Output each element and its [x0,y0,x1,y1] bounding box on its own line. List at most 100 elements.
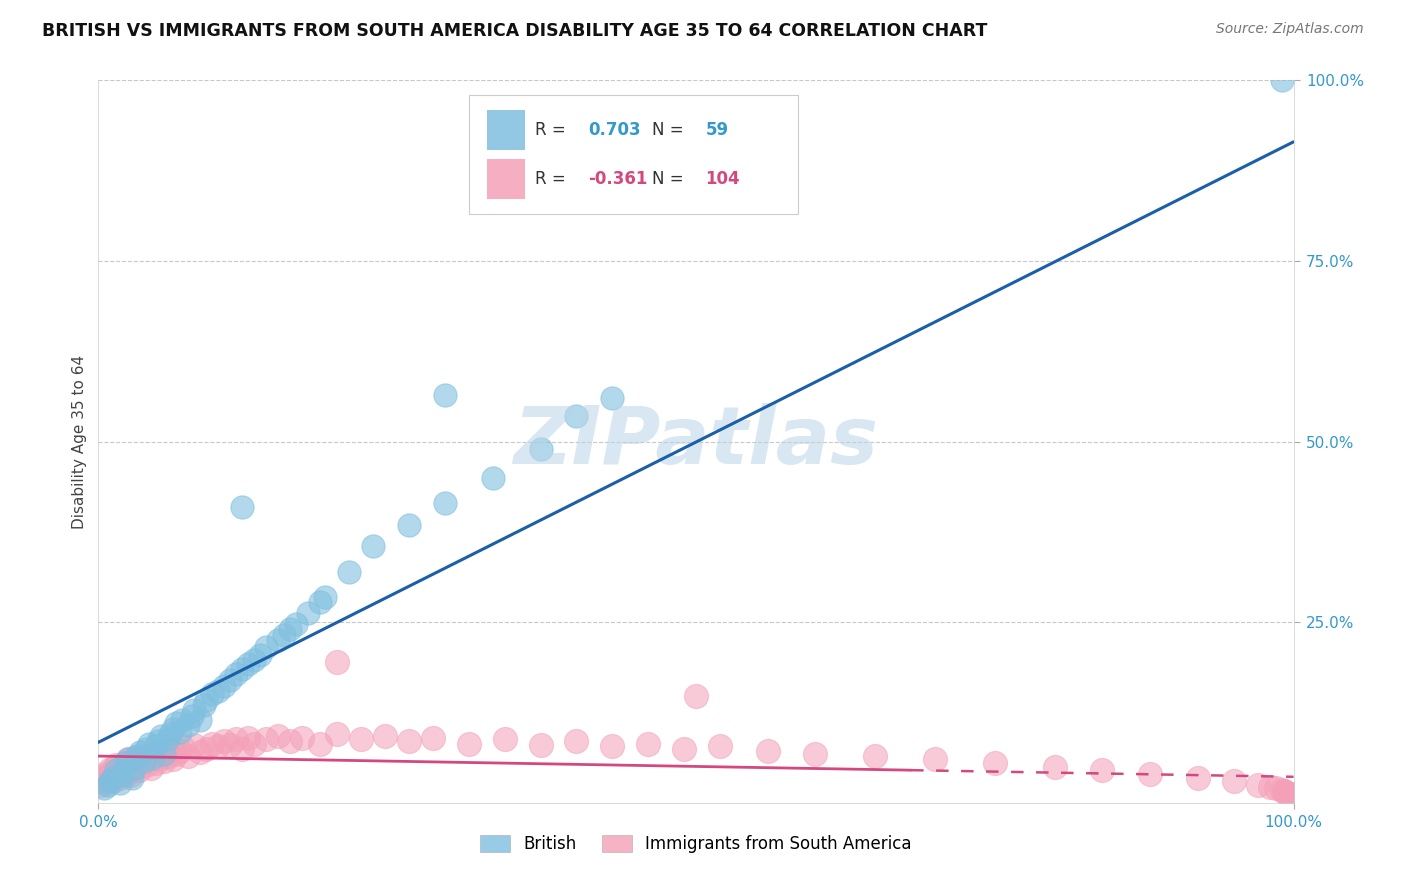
Point [530,738,553,752]
Point [984,756,1007,770]
Point [156,748,179,763]
Point [195,741,218,756]
Point [110,760,132,774]
Point [1279,788,1302,802]
Point [177,748,200,763]
Point [1247,778,1270,792]
Point [138,737,160,751]
Point [121,756,143,770]
Text: N =: N = [652,120,689,138]
Text: 104: 104 [706,170,740,188]
Point [924,752,946,766]
Point [115,764,138,778]
Point [149,745,172,759]
Point [243,737,266,751]
Point [1043,760,1066,774]
Point [231,662,253,676]
Point [231,741,253,756]
Point [339,565,361,579]
Point [98,764,121,778]
Point [1275,786,1298,800]
Point [131,754,153,768]
Point [165,716,187,731]
Point [103,761,125,775]
Point [434,387,457,401]
Point [93,781,115,796]
Point [111,767,134,781]
Point [117,752,139,766]
Point [101,774,124,789]
Point [1272,784,1295,798]
Point [207,683,229,698]
Point [107,767,129,781]
Point [132,748,155,763]
Point [1264,781,1286,796]
Point [129,745,152,759]
Point [1277,786,1299,800]
Point [172,713,194,727]
Point [1271,73,1294,87]
Point [1281,789,1303,803]
Point [139,761,162,775]
Point [1223,774,1246,789]
Point [308,595,330,609]
Text: 0.703: 0.703 [589,120,641,138]
Point [291,731,314,745]
Point [169,725,191,739]
Point [225,667,247,681]
Point [159,727,181,741]
Point [1281,789,1303,803]
Point [434,496,457,510]
Point [135,741,157,756]
Point [118,761,141,775]
Point [326,727,349,741]
Point [149,729,172,743]
Point [114,756,136,770]
Point [1281,789,1303,803]
Text: -0.361: -0.361 [589,170,648,188]
Point [94,767,117,781]
Point [1281,789,1303,803]
Point [153,754,176,768]
Point [398,517,420,532]
Point [177,718,200,732]
Point [124,761,146,775]
Point [254,732,277,747]
Point [132,754,155,768]
Point [458,737,481,751]
Point [180,709,202,723]
Point [121,771,143,785]
Point [125,748,148,763]
Text: N =: N = [652,170,689,188]
Point [91,771,114,785]
Point [1281,789,1303,803]
Point [308,737,330,751]
Point [1278,787,1301,801]
Point [183,703,205,717]
Point [201,687,224,701]
Point [1281,789,1303,803]
Point [105,764,128,778]
Point [1139,767,1161,781]
Point [685,689,707,703]
Point [104,768,127,782]
Text: ZIPatlas: ZIPatlas [513,402,879,481]
Legend: British, Immigrants from South America: British, Immigrants from South America [474,828,918,860]
Point [673,741,696,756]
Point [172,739,194,754]
Point [101,771,124,785]
Point [267,633,290,648]
Point [254,640,277,655]
Point [188,745,211,759]
Point [115,767,138,781]
FancyBboxPatch shape [486,110,524,150]
Point [108,775,131,789]
Point [267,729,290,743]
Point [96,772,118,787]
Point [124,751,146,765]
Point [278,734,301,748]
FancyBboxPatch shape [486,159,524,199]
Point [169,744,191,758]
Point [128,764,150,778]
Point [1278,787,1301,801]
